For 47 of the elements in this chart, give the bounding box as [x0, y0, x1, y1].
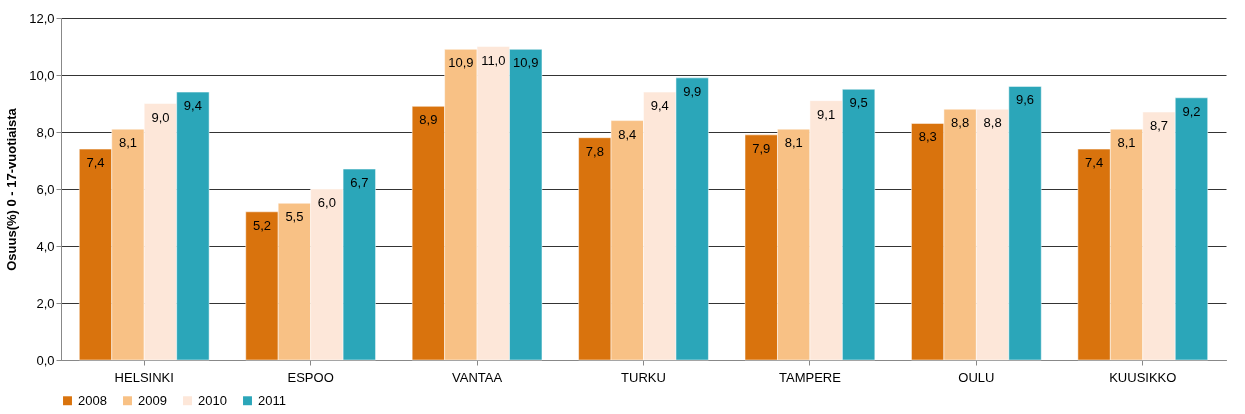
data-label: 9,5 [849, 95, 868, 111]
x-tick-label: TURKU [621, 369, 666, 385]
data-label: 6,0 [317, 195, 336, 210]
legend-label: 2009 [138, 392, 167, 408]
data-label: 8,3 [918, 129, 937, 145]
data-label: 8,7 [1149, 118, 1169, 134]
data-label: 5,5 [285, 209, 304, 225]
data-label: 8,1 [118, 135, 138, 151]
y-tick-label: 12,0 [29, 10, 55, 26]
x-tick-label: HELSINKI [114, 369, 174, 385]
y-tick-label: 10,0 [29, 67, 55, 83]
data-label: 10,9 [513, 55, 539, 71]
data-label: 9,4 [183, 98, 202, 114]
y-tick-label: 8,0 [36, 124, 55, 140]
data-label: 9,6 [1016, 92, 1035, 108]
x-tick-label: ESPOO [287, 369, 334, 385]
data-label: 7,4 [86, 155, 105, 171]
y-tick-label: 4,0 [36, 238, 55, 254]
y-tick-label: 2,0 [36, 295, 55, 311]
data-label: 7,9 [752, 140, 771, 156]
data-label: 8,4 [618, 126, 637, 142]
data-label: 7,8 [585, 143, 604, 159]
data-label: 11,0 [481, 52, 506, 68]
x-tick-label: OULU [958, 369, 995, 385]
data-label: 8,9 [419, 112, 438, 128]
data-label: 8,8 [983, 115, 1002, 131]
data-label: 7,4 [1085, 155, 1104, 171]
x-tick-label: VANTAA [452, 369, 503, 385]
data-label: 6,7 [350, 175, 369, 191]
data-label: 10,9 [448, 55, 474, 71]
data-label: 9,9 [683, 83, 702, 99]
data-label: 8,1 [784, 135, 803, 151]
data-label: 9,4 [650, 98, 669, 114]
data-label: 8,8 [951, 115, 970, 131]
x-tick-label: TAMPERE [778, 369, 842, 385]
legend-label: 2008 [78, 392, 107, 408]
data-label: 9,1 [817, 106, 836, 122]
legend-label: 2010 [198, 392, 227, 408]
y-tick-label: 6,0 [36, 181, 55, 197]
x-tick-label: KUUSIKKO [1109, 369, 1177, 385]
data-label: 9,2 [1182, 103, 1201, 119]
y-axis-title: Osuus(%) 0 - 17-vuotiaista [4, 107, 20, 271]
y-tick-label: 0,0 [36, 352, 55, 368]
legend-label: 2011 [258, 392, 286, 408]
data-label: 9,0 [151, 109, 170, 125]
data-label: 5,2 [252, 217, 271, 233]
data-label: 8,1 [1117, 135, 1136, 151]
